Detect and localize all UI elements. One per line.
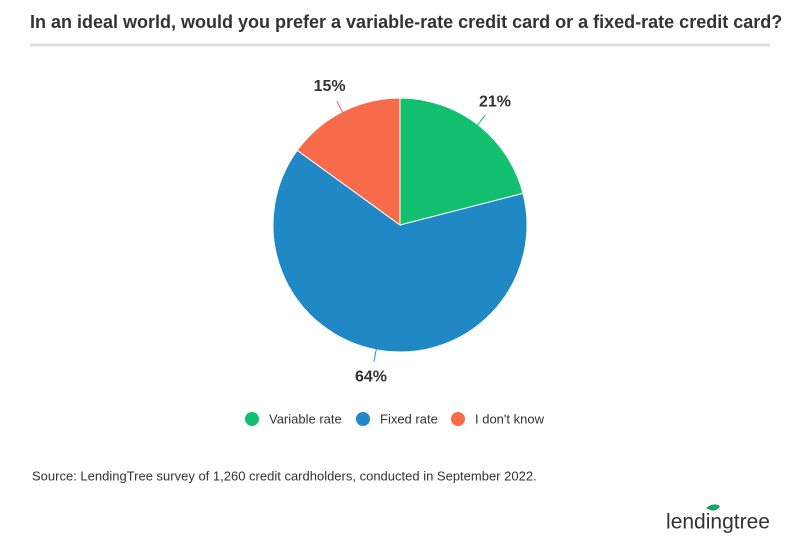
legend-label: I don't know [475,411,545,426]
source-note: Source: LendingTree survey of 1,260 cred… [32,468,537,483]
data-label: 15% [314,78,346,95]
logo-leaf [706,504,720,511]
logo: lendingtree [666,511,770,534]
legend-label: Fixed rate [380,411,438,426]
leader-line [336,100,345,116]
legend-label: Variable rate [269,411,342,426]
data-label: 21% [479,94,511,111]
chart-title: In an ideal world, would you prefer a va… [30,12,782,32]
legend-swatch [451,412,465,426]
legend-swatch [356,412,370,426]
leader-line [474,114,486,129]
leader-line [373,345,378,362]
legend-swatch [245,412,259,426]
data-label: 64% [355,368,387,385]
